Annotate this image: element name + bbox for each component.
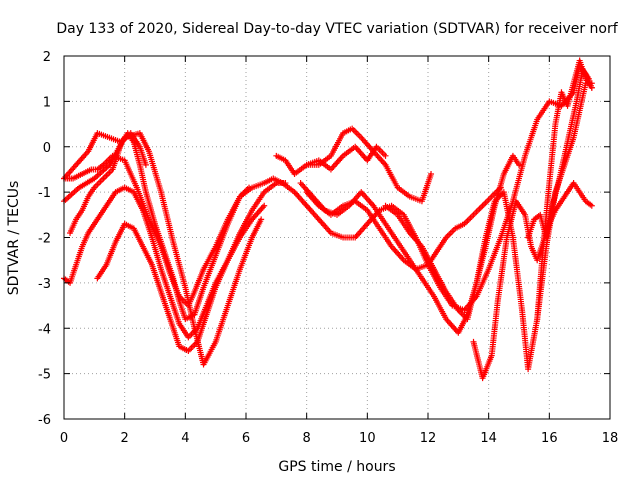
data-layer	[61, 57, 595, 382]
series-track-8	[303, 143, 389, 173]
data-point	[428, 170, 435, 177]
x-tick-label: 4	[181, 431, 189, 446]
y-axis-label: SDTVAR / TECUs	[6, 181, 22, 296]
data-point	[516, 161, 522, 168]
x-tick-label: 6	[242, 431, 250, 446]
series-track-6	[61, 130, 149, 182]
data-point	[588, 84, 595, 91]
x-tick-label: 14	[480, 431, 497, 446]
x-tick-label: 0	[60, 431, 68, 446]
series-track-14	[534, 57, 595, 323]
series-track-5	[61, 130, 265, 368]
data-point	[282, 180, 289, 187]
series-track-12	[470, 180, 595, 382]
data-point	[382, 152, 389, 159]
series-track-9	[303, 184, 504, 273]
x-tick-label: 16	[541, 431, 558, 446]
y-tick-label: 2	[43, 50, 51, 65]
data-point	[261, 202, 268, 209]
x-tick-label: 2	[121, 431, 129, 446]
x-tick-label: 12	[420, 431, 437, 446]
y-tick-label: -2	[38, 232, 51, 247]
x-tick-label: 8	[303, 431, 311, 446]
y-tick-label: -3	[38, 277, 51, 292]
y-tick-label: -5	[38, 368, 51, 383]
data-point	[588, 202, 595, 209]
series-track-13	[525, 66, 592, 241]
y-tick-label: 1	[43, 95, 51, 110]
x-axis-label: GPS time / hours	[278, 459, 395, 475]
data-point	[258, 216, 265, 223]
y-tick-label: 0	[43, 141, 51, 156]
x-tick-label: 10	[359, 431, 376, 446]
series-track-2	[67, 130, 253, 323]
series-track-4	[94, 180, 289, 354]
y-tick-label: -6	[38, 413, 51, 428]
y-tick-label: -4	[38, 322, 51, 337]
data-point	[142, 161, 149, 168]
x-tick-label: 18	[602, 431, 619, 446]
series-track-7	[273, 125, 435, 205]
chart-title: Day 133 of 2020, Sidereal Day-to-day VTE…	[56, 21, 618, 37]
series-track-1	[61, 62, 595, 314]
data-point	[246, 184, 253, 191]
y-tick-label: -1	[38, 186, 51, 201]
